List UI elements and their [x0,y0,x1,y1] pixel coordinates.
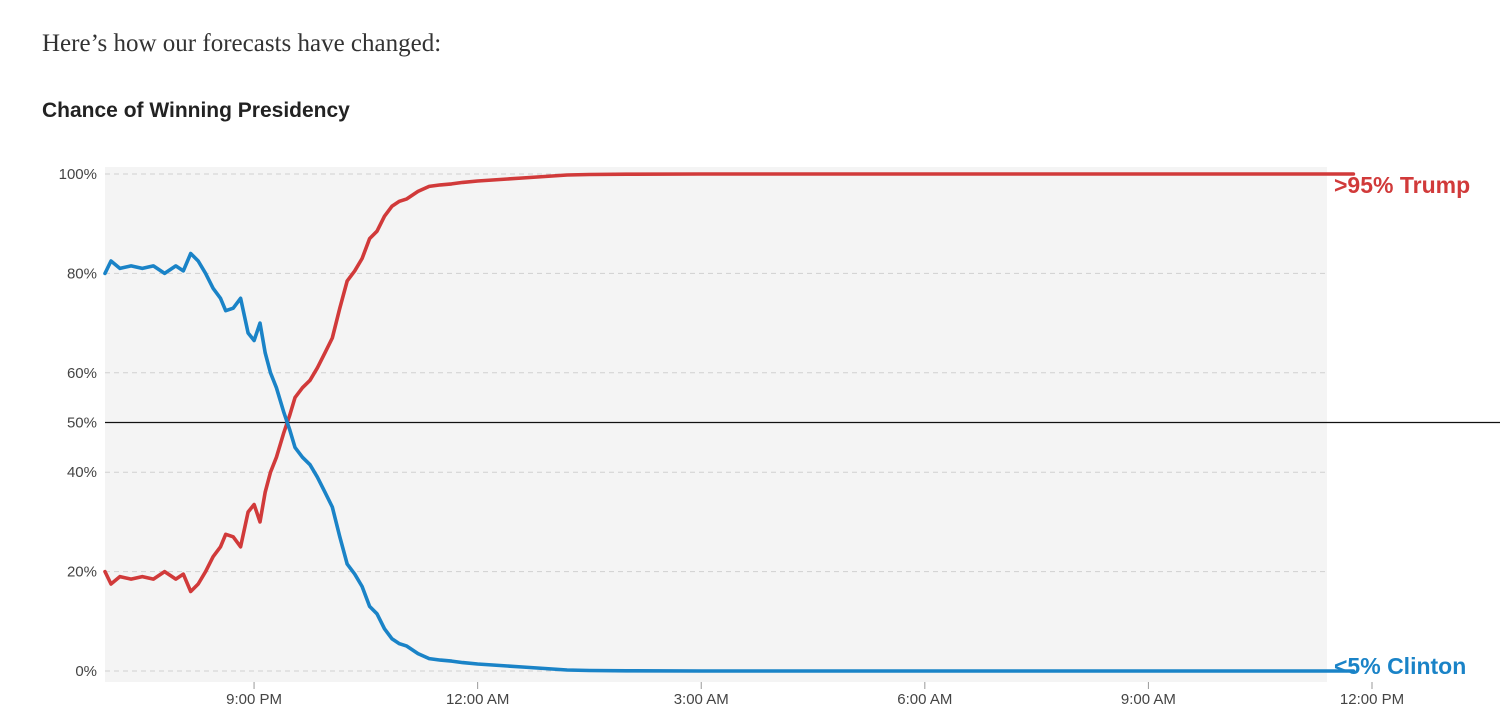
intro-text: Here’s how our forecasts have changed: [42,30,442,57]
y-axis-labels: 0% 20% 40% 50% 60% 80% 100% [59,166,97,680]
series-group [103,172,1356,673]
y-tick-label-20: 20% [67,564,97,581]
plot-background [105,167,1327,682]
end-label-trump: >95% Trump [1334,172,1470,198]
y-tick-label-0: 0% [75,663,97,680]
chart-title: Chance of Winning Presidency [42,99,350,122]
y-tick-label-80: 80% [67,265,97,282]
end-label-clinton: <5% Clinton [1334,653,1466,679]
end-labels: >95% Trump <5% Clinton [1334,172,1470,679]
y-tick-label-50: 50% [67,415,97,432]
y-tick-label-100: 100% [59,166,97,183]
x-tick-label-900PM: 9:00 PM [226,691,282,708]
x-tick-label-300AM: 3:00 AM [674,691,729,708]
series-line-trump [103,172,1356,594]
series-line-clinton [103,251,1356,673]
x-tick-label-600AM: 6:00 AM [897,691,952,708]
x-tick-label-1200PM: 12:00 PM [1340,691,1404,708]
y-tick-label-40: 40% [67,464,97,481]
x-tick-label-1200AM: 12:00 AM [446,691,509,708]
x-axis-labels: 9:00 PM 12:00 AM 3:00 AM 6:00 AM 9:00 AM 12:0… [226,682,1404,708]
y-tick-label-60: 60% [67,365,97,382]
x-tick-label-900AM: 9:00 AM [1121,691,1176,708]
